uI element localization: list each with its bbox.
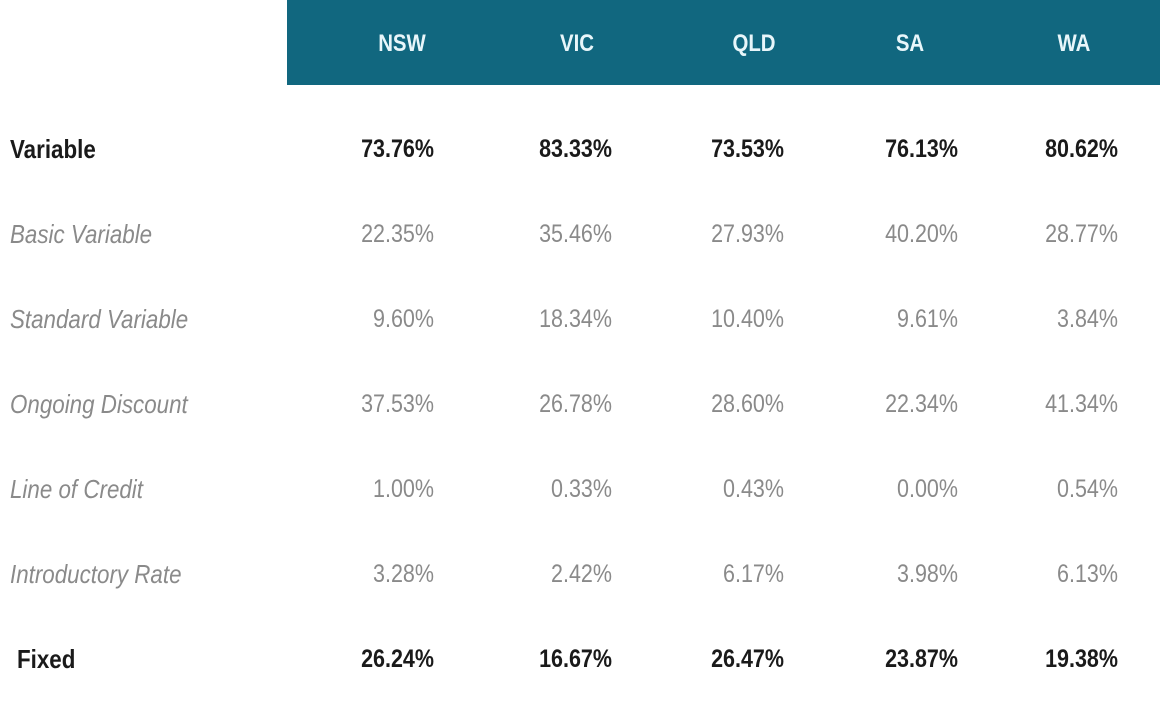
row-label: Standard Variable xyxy=(10,304,189,334)
table-cell: 73.53% xyxy=(711,135,784,163)
row-label: Fixed xyxy=(17,644,76,674)
table-cell: 22.34% xyxy=(885,390,958,418)
table-cell: 2.42% xyxy=(551,560,612,588)
table-row: Ongoing Discount 37.53% 26.78% 28.60% 22.34%… xyxy=(0,384,1160,424)
table-cell: 41.34% xyxy=(1045,390,1118,418)
row-label: Basic Variable xyxy=(10,219,153,249)
table-cell: 0.33% xyxy=(551,475,612,503)
table-cell: 73.76% xyxy=(361,135,434,163)
table-cell: 6.17% xyxy=(723,560,784,588)
column-header-sa: SA xyxy=(895,30,925,57)
table-cell: 28.60% xyxy=(711,390,784,418)
table-cell: 1.00% xyxy=(373,475,434,503)
row-label: Ongoing Discount xyxy=(10,389,188,419)
table-cell: 6.13% xyxy=(1057,560,1118,588)
table-cell: 3.98% xyxy=(897,560,958,588)
table-cell: 26.47% xyxy=(711,645,784,673)
table-cell: 26.78% xyxy=(539,390,612,418)
table-cell: 28.77% xyxy=(1045,220,1118,248)
row-label: Introductory Rate xyxy=(10,559,182,589)
column-header-wa: WA xyxy=(1057,30,1091,57)
column-header-vic: VIC xyxy=(559,30,594,57)
table-cell: 9.61% xyxy=(897,305,958,333)
table-cell: 9.60% xyxy=(373,305,434,333)
table-cell: 80.62% xyxy=(1045,135,1118,163)
table-cell: 3.28% xyxy=(373,560,434,588)
table-cell: 35.46% xyxy=(539,220,612,248)
table-row: Fixed 26.24% 16.67% 26.47% 23.87% 19.38% xyxy=(0,639,1160,679)
table-row: Basic Variable 22.35% 35.46% 27.93% 40.20% 28… xyxy=(0,214,1160,254)
column-header-qld: QLD xyxy=(732,30,776,57)
table-cell: 22.35% xyxy=(361,220,434,248)
table-row: Line of Credit 1.00% 0.33% 0.43% 0.00% 0.54% xyxy=(0,469,1160,509)
table-cell: 0.54% xyxy=(1057,475,1118,503)
table-row: Introductory Rate 3.28% 2.42% 6.17% 3.98% 6.1… xyxy=(0,554,1160,594)
column-header-nsw: NSW xyxy=(378,30,426,57)
table-cell: 10.40% xyxy=(711,305,784,333)
table-cell: 76.13% xyxy=(885,135,958,163)
table-row: Standard Variable 9.60% 18.34% 10.40% 9.61% 3… xyxy=(0,299,1160,339)
table-cell: 0.00% xyxy=(897,475,958,503)
table-cell: 26.24% xyxy=(361,645,434,673)
table-cell: 27.93% xyxy=(711,220,784,248)
table-cell: 18.34% xyxy=(539,305,612,333)
table-cell: 23.87% xyxy=(885,645,958,673)
column-header-bar: NSW VIC QLD SA WA xyxy=(287,0,1160,85)
table-cell: 19.38% xyxy=(1045,645,1118,673)
table-cell: 37.53% xyxy=(361,390,434,418)
table-cell: 83.33% xyxy=(539,135,612,163)
table-row: Variable 73.76% 83.33% 73.53% 76.13% 80.62% xyxy=(0,129,1160,169)
table-cell: 3.84% xyxy=(1057,305,1118,333)
row-label: Line of Credit xyxy=(10,474,144,504)
table-cell: 0.43% xyxy=(723,475,784,503)
table-cell: 40.20% xyxy=(885,220,958,248)
row-label: Variable xyxy=(10,134,96,164)
table-cell: 16.67% xyxy=(539,645,612,673)
